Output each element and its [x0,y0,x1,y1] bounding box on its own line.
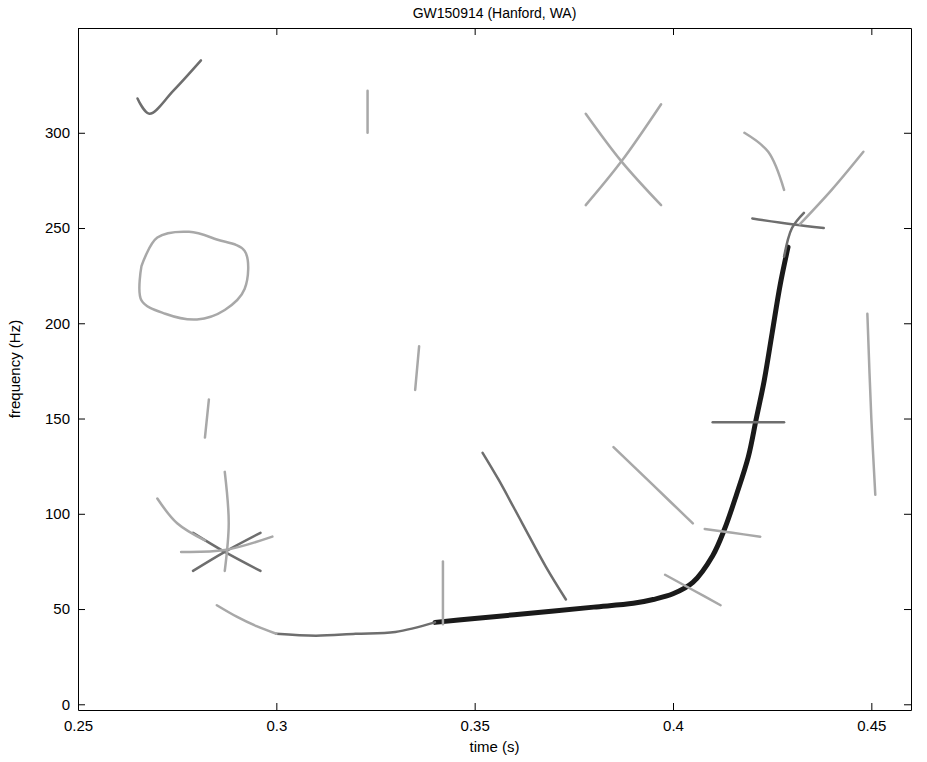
tick-label: 0.45 [857,717,886,734]
spectral-track [276,622,435,635]
tick-label: 0.3 [266,717,287,734]
tick-mark [78,609,85,610]
tick-mark [78,419,85,420]
tick-mark [673,703,674,710]
tick-mark [904,323,911,324]
tick [904,323,911,324]
spectral-track [366,91,369,133]
axis-line [79,710,912,711]
tick-mark [78,133,85,134]
spectral-track [157,499,205,541]
tick-label: 0.25 [64,717,93,734]
tick-mark [904,514,911,515]
tick [904,704,911,705]
tick-mark [871,28,872,35]
tick-mark [904,609,911,610]
tick-mark [475,28,476,35]
tick: 0 [62,696,85,713]
tick-mark [276,703,277,710]
spectral-track [225,472,229,571]
spectral-track [665,575,721,605]
tick [904,419,911,420]
spectral-track [415,346,419,390]
tick-mark [78,323,85,324]
y-axis-title: frequency (Hz) [6,320,23,418]
tick: 0.3 [266,703,287,734]
tick-mark [78,514,85,515]
axis-line [911,29,912,711]
tick: 0.4 [663,703,684,734]
tick-mark [904,228,911,229]
spectral-track [442,561,445,624]
chart: 0.25 0.3 0.35 0.4 0.45 0 50 100 150 200 250 300 GW15… [0,0,927,762]
spectral-track [800,152,863,224]
title: GW150914 (Hanford, WA) [413,5,577,21]
spectral-track [867,314,875,495]
spectral-track [614,447,693,523]
tick [904,609,911,610]
tick: 250 [45,219,85,236]
tick-mark [871,703,872,710]
tick-mark [904,133,911,134]
x-axis: 0.25 0.3 0.35 0.4 0.45 [64,703,912,734]
spectral-track [205,399,209,437]
tick-mark [78,704,85,705]
spectral-track [705,529,761,537]
tick: 50 [53,600,85,617]
tick-label: 200 [45,315,70,332]
tick-mark [904,419,911,420]
tick-label: 50 [53,600,70,617]
tick [276,28,277,35]
tick-label: 0 [62,696,70,713]
spectral-track [713,421,784,424]
spectral-track [483,453,566,600]
tick-mark [475,703,476,710]
tick-label: 0.35 [461,717,490,734]
spectral-track [139,232,248,320]
tick [904,228,911,229]
y-axis: 0 50 100 150 200 250 300 [45,29,85,713]
tick-label: 150 [45,410,70,427]
tick [871,28,872,35]
spectral-track [744,133,784,190]
spectral-track [784,213,804,257]
tick [475,28,476,35]
spectral-track [217,605,277,634]
spectral-track [138,60,201,113]
tick: 100 [45,505,85,522]
tick: 300 [45,124,85,141]
tick-mark [673,28,674,35]
tick-mark [276,28,277,35]
tick-label: 100 [45,505,70,522]
tick [673,28,674,35]
x-axis-title: time (s) [470,738,520,755]
y-axis-right [904,29,912,711]
axis-line [79,28,912,29]
plot-area [138,60,876,635]
tick-label: 250 [45,219,70,236]
tick-mark [904,704,911,705]
axis-line [78,29,79,711]
x-axis-top [79,28,912,35]
tick [904,514,911,515]
tick: 200 [45,315,85,332]
tick: 0.35 [461,703,490,734]
tick: 150 [45,410,85,427]
spectral-track [752,219,823,229]
spectral-track [586,104,661,205]
tick-label: 0.4 [663,717,684,734]
spectral-track [435,247,788,622]
tick: 0.45 [857,703,886,734]
tick-mark [78,228,85,229]
tick-label: 300 [45,124,70,141]
tick [904,133,911,134]
